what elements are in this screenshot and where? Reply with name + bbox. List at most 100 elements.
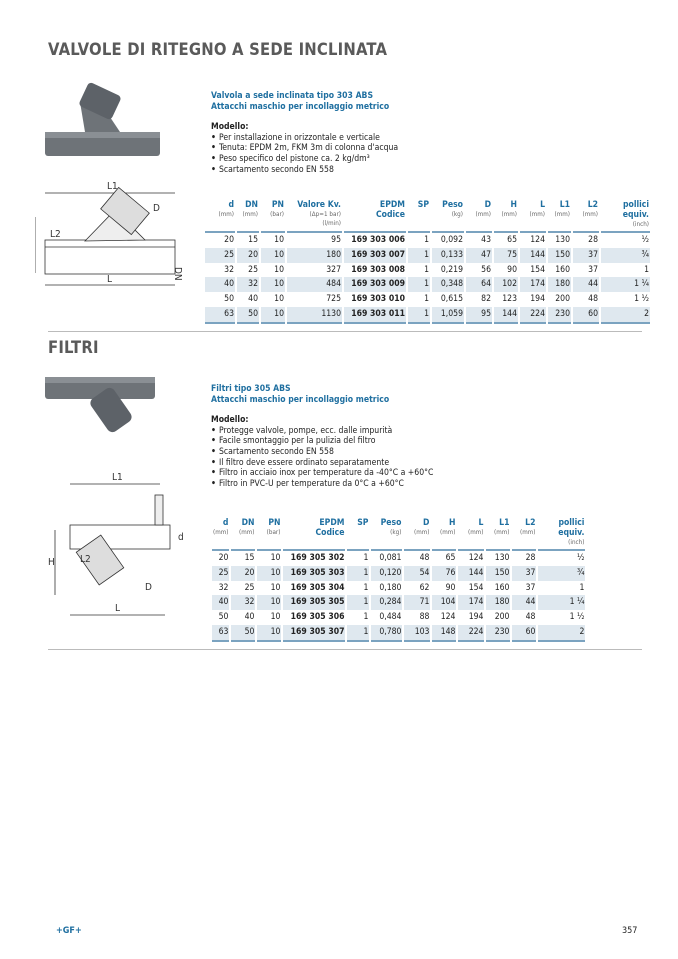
table-cell: 1 [644, 264, 649, 275]
table-cell: 32 [237, 277, 259, 293]
table-cell: 1 [347, 595, 370, 611]
table-row: 50 40 10 725 169 303 010 1 0,615 82 123 194 200 48 1… [205, 292, 650, 307]
table-cell: 90 [507, 264, 517, 275]
table-cell: 148 [432, 624, 457, 642]
table-cell: 1 [408, 277, 430, 293]
table-cell: 169 303 008 [351, 264, 405, 275]
l1-label: L1 [107, 181, 118, 192]
table-cell: 40 [244, 612, 255, 623]
column-header: d (mm) [205, 200, 235, 233]
column-header: L2 (mm) [512, 518, 537, 551]
table-cell: 169 305 306 [290, 612, 345, 623]
table-cell: 10 [257, 595, 282, 611]
column-header: L1 (mm) [486, 518, 511, 551]
table-cell: ½ [641, 235, 650, 245]
valve-technical-drawing: L1 H L2 D DN L [35, 181, 183, 286]
table-cell: 90 [445, 582, 456, 593]
dn-label: DN [172, 267, 183, 281]
table-row: 63 50 10 169 305 307 1 0,780 103 148 224 230 60 2 [212, 624, 586, 642]
column-header: pollici equiv. (inch) [538, 518, 586, 551]
feature-list: Protegge valvole, pompe, ecc. dalle impu… [211, 426, 433, 490]
table-cell: 43 [481, 235, 491, 245]
l-label: L [115, 603, 120, 614]
column-header: d (mm) [212, 518, 230, 551]
table-cell: 725 [326, 294, 341, 305]
table-cell: 82 [481, 294, 491, 305]
column-header: DN (mm) [231, 518, 256, 551]
table-cell: 50 [224, 294, 234, 305]
l1-label: L1 [112, 472, 123, 483]
product-subtitle-2: Attacchi maschio per incollaggio metrico [211, 394, 390, 405]
table-cell: 1 [579, 582, 585, 593]
table-cell: 169 305 302 [290, 553, 345, 563]
table-row: 50 40 10 169 305 306 1 0,484 88 124 194 200 48 1 ½ [212, 610, 585, 625]
table-cell: 174 [520, 277, 546, 293]
list-item: Scartamento secondo EN 558 [211, 165, 398, 176]
table-cell: 180 [287, 247, 342, 263]
table-cell: 2 [538, 624, 586, 642]
column-header: PN (bar) [257, 518, 282, 551]
list-item: Tenuta: EPDM 2m, FKM 3m di colonna d'acq… [211, 143, 398, 154]
valve-spec-table: d (mm) DN (mm) PN (bar) Valore Kv. (Δp=1 bar) (l… [203, 200, 652, 324]
table-row: 25 20 10 169 305 303 1 0,120 54 76 144 150 37 ¾ [212, 565, 586, 581]
column-header: L (mm) [458, 518, 485, 551]
product-subtitle: Valvola a sede inclinata tipo 303 ABS [211, 91, 374, 101]
column-header: L1 (mm) [548, 200, 571, 233]
valve-description: Valvola a sede inclinata tipo 303 ABS At… [211, 91, 398, 175]
filter-spec-table: d (mm) DN (mm) PN (bar) EPDM Codice SP Peso (kg) D(… [210, 518, 587, 642]
table-cell: 154 [468, 582, 484, 593]
column-header: DN (mm) [237, 200, 259, 233]
table-cell: 230 [548, 306, 571, 324]
table-cell: 0,348 [432, 277, 464, 293]
table-cell: 194 [468, 612, 484, 623]
section-title-filters: FILTRI [48, 338, 99, 357]
divider [48, 331, 642, 332]
table-cell: 104 [432, 595, 457, 611]
table-cell: 37 [573, 247, 599, 263]
table-cell: 0,120 [371, 565, 403, 581]
table-cell: 154 [530, 264, 545, 275]
l2-label: L2 [50, 229, 61, 240]
table-cell: 160 [494, 582, 510, 593]
page-number: 357 [622, 926, 638, 936]
table-cell: 144 [458, 565, 485, 581]
table-row: 25 20 10 180 169 303 007 1 0,133 47 75 144 150 37 ¾ [205, 247, 650, 263]
column-header: pollici equiv. (inch) [601, 200, 650, 233]
table-cell: 1 ½ [634, 294, 649, 305]
table-cell: 123 [502, 294, 517, 305]
table-cell: 20 [224, 235, 234, 245]
table-cell: 130 [494, 553, 510, 563]
table-cell: 0,180 [379, 582, 402, 593]
table-cell: 32 [231, 595, 256, 611]
table-cell: 169 303 010 [351, 294, 405, 305]
l-label: L [107, 274, 112, 285]
table-cell: 40 [205, 277, 235, 293]
list-item: Per installazione in orizzontale e verti… [211, 133, 398, 144]
table-cell: 54 [404, 565, 431, 581]
table-cell: 48 [588, 294, 598, 305]
table-cell: 130 [555, 235, 570, 245]
table-cell: 327 [326, 264, 341, 275]
table-cell: 150 [486, 565, 511, 581]
table-cell: ½ [576, 553, 585, 563]
table-cell: 44 [512, 595, 537, 611]
table-cell: 15 [244, 553, 255, 563]
table-cell: 1 [408, 247, 430, 263]
divider [48, 649, 642, 650]
table-cell: 47 [466, 247, 492, 263]
table-cell: 10 [274, 264, 284, 275]
column-header: D (mm) [466, 200, 492, 233]
table-cell: 0,092 [440, 235, 463, 245]
table-cell: 20 [231, 565, 256, 581]
table-cell: 71 [404, 595, 431, 611]
list-item: Il filtro deve essere ordinato separatam… [211, 458, 433, 469]
table-cell: 25 [205, 247, 235, 263]
column-header: L2 (mm) [573, 200, 599, 233]
table-cell: 102 [494, 277, 518, 293]
column-header: Peso (kg) [432, 200, 464, 233]
table-cell: 169 303 011 [344, 306, 406, 324]
table-cell: 10 [257, 565, 282, 581]
table-cell: 25 [212, 565, 230, 581]
column-header: Peso (kg) [371, 518, 403, 551]
